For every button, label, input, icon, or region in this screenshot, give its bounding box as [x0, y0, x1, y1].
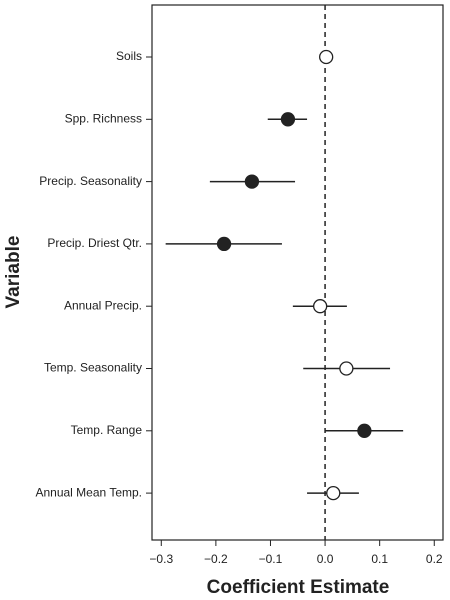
point — [313, 299, 328, 314]
point — [280, 112, 296, 127]
y-tick-label: Spp. Richness — [65, 111, 142, 125]
x-tick-label: 0.1 — [371, 552, 388, 566]
x-axis-title: Coefficient Estimate — [207, 577, 390, 598]
point — [319, 49, 334, 65]
plot-frame — [151, 4, 444, 541]
y-tick-label: Temp. Range — [71, 423, 143, 437]
y-tick-label: Annual Mean Temp. — [35, 485, 142, 499]
y-tick-label: Temp. Seasonality — [44, 361, 142, 375]
x-tick-label: −0.1 — [259, 552, 283, 566]
y-tick-label: Precip. Seasonality — [39, 174, 142, 188]
x-tick-label: −0.2 — [204, 552, 228, 566]
point — [339, 361, 354, 376]
y-tick-label: Precip. Driest Qtr. — [47, 236, 142, 250]
y-tick-label: Annual Precip. — [64, 298, 142, 312]
x-tick-label: 0.2 — [426, 552, 443, 566]
point — [357, 423, 372, 438]
y-tick-label: Soils — [116, 49, 142, 63]
x-tick-label: 0.0 — [317, 552, 334, 566]
x-tick-label: −0.3 — [149, 552, 173, 566]
point — [216, 236, 232, 252]
point — [326, 485, 341, 501]
y-axis-title: Variable — [3, 236, 24, 309]
point — [244, 174, 260, 189]
